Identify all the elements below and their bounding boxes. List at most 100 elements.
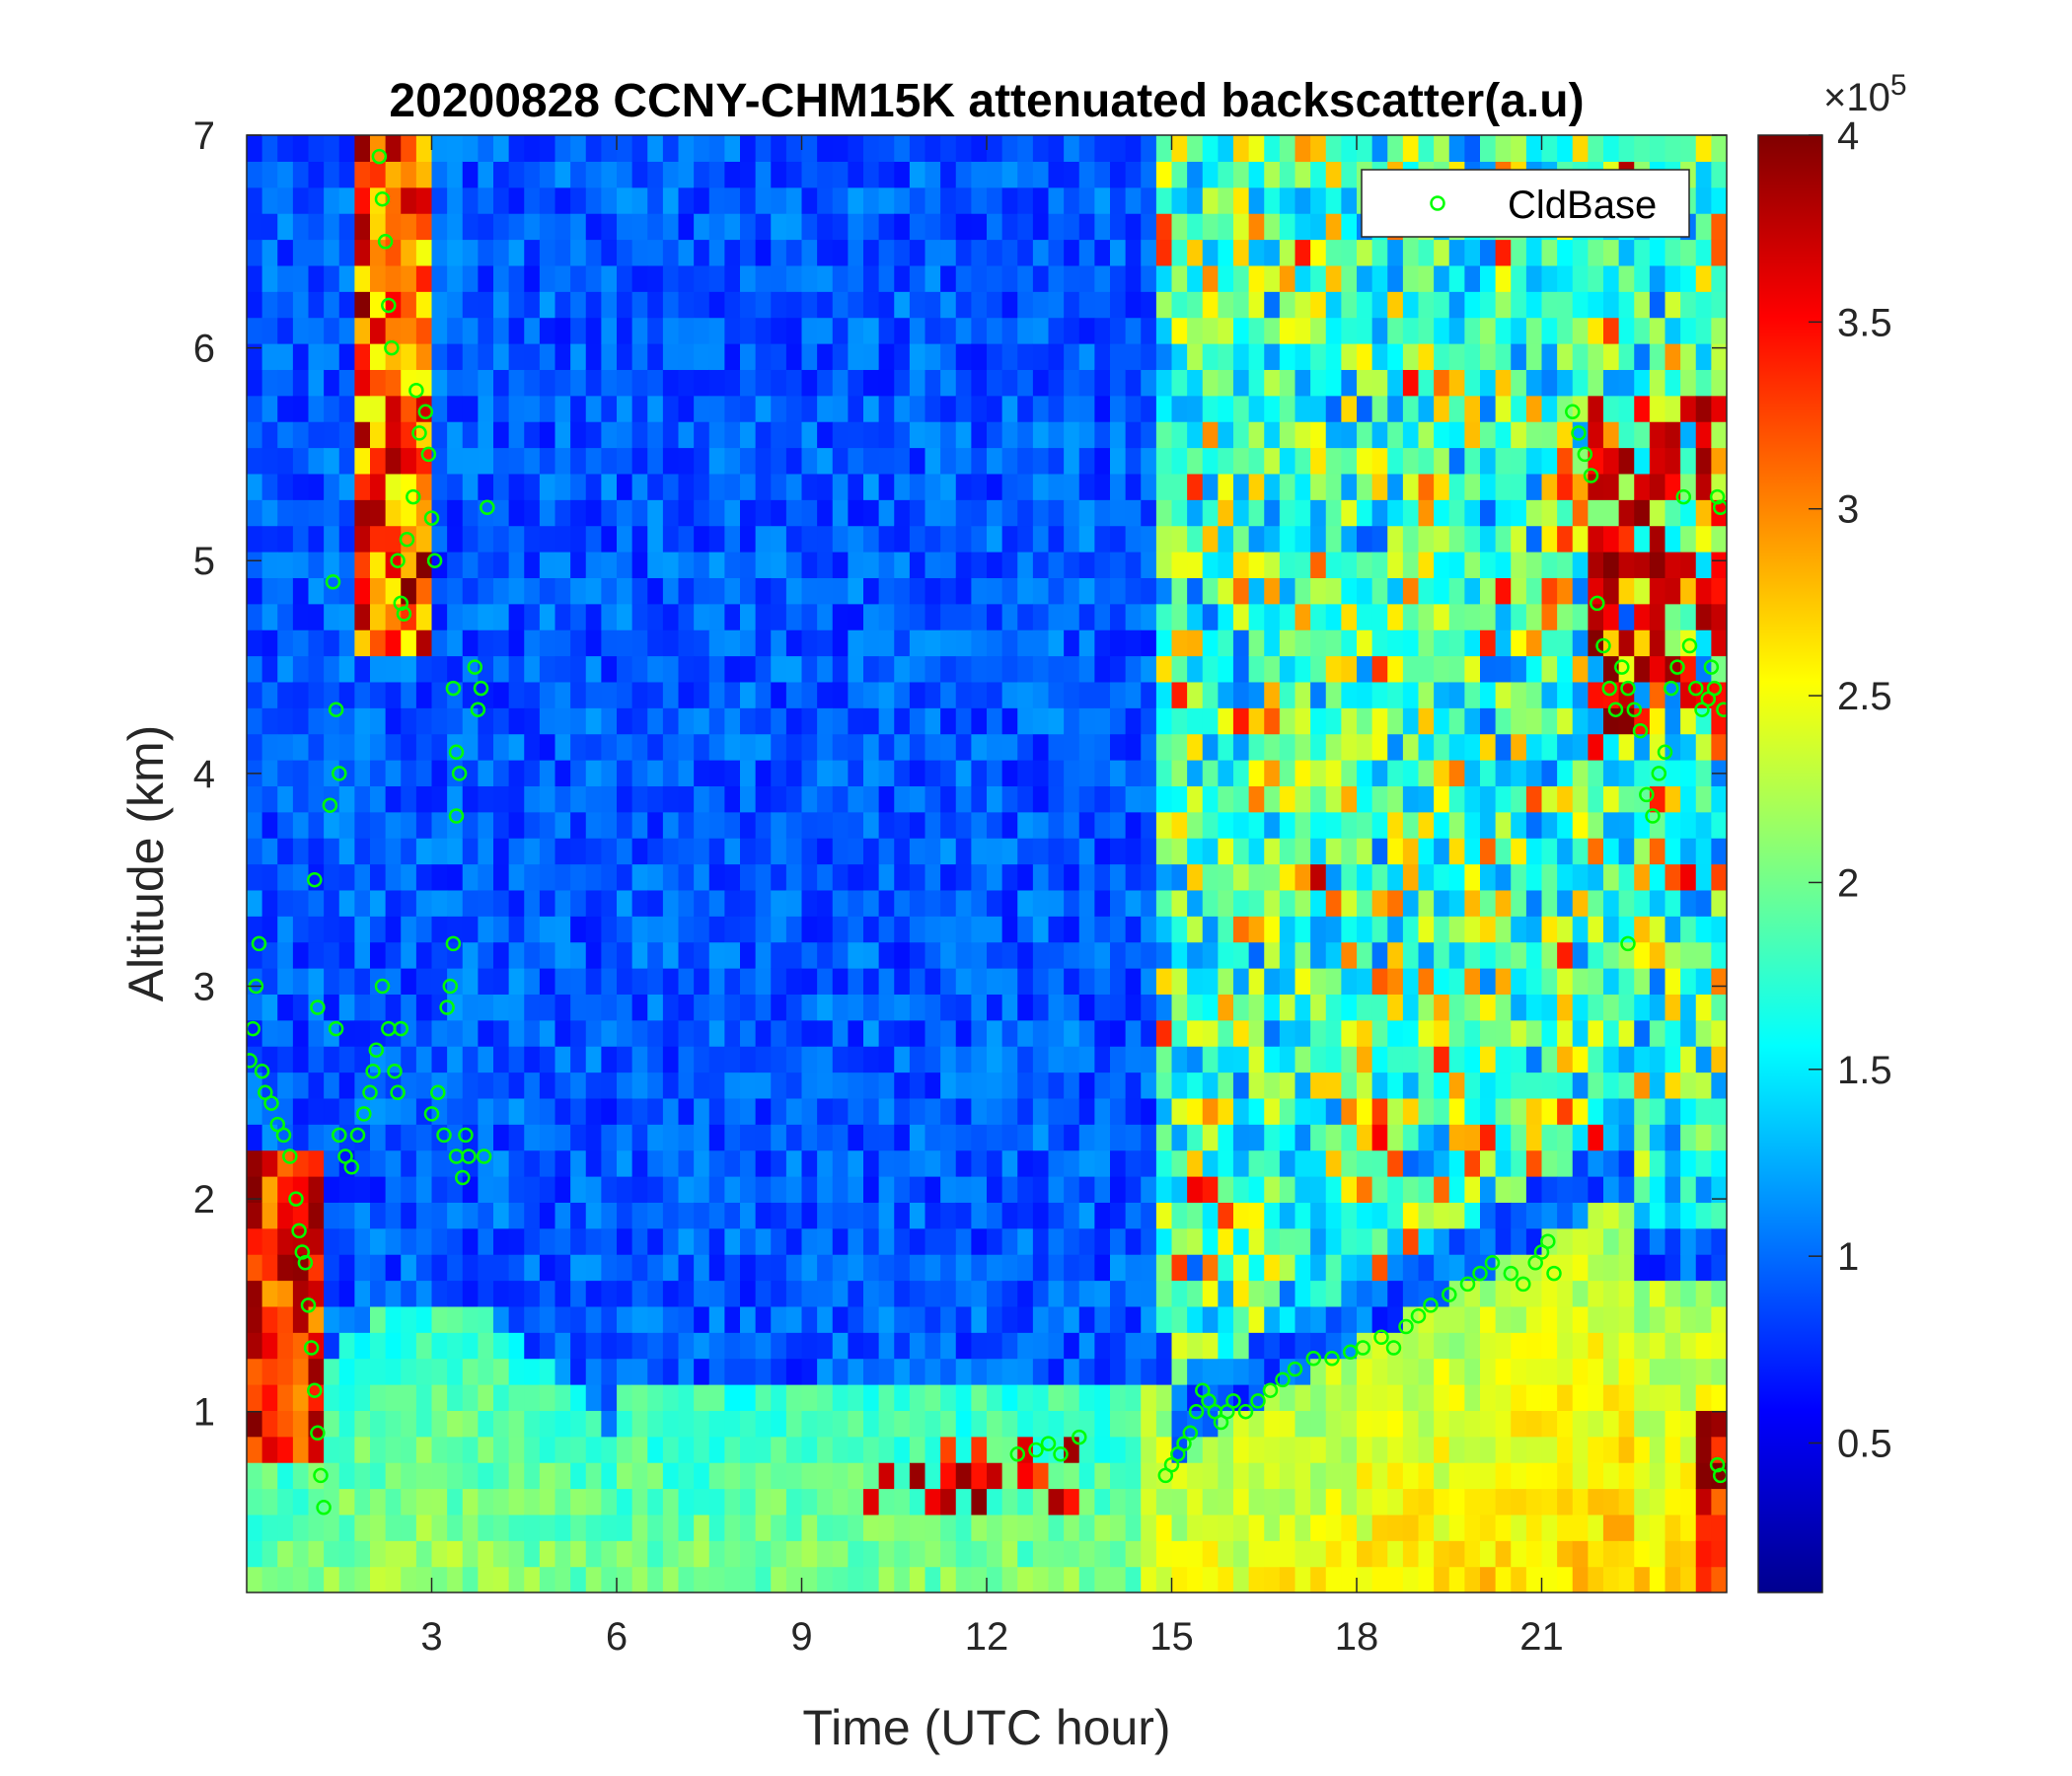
heatmap-cell bbox=[940, 629, 957, 657]
heatmap-cell bbox=[401, 161, 417, 188]
heatmap-cell bbox=[955, 681, 972, 708]
heatmap-cell bbox=[708, 889, 725, 917]
heatmap-cell bbox=[1279, 343, 1296, 370]
heatmap-cell bbox=[1557, 811, 1574, 839]
heatmap-cell bbox=[1032, 1254, 1050, 1282]
heatmap-cell bbox=[447, 525, 464, 553]
heatmap-cell bbox=[1341, 1462, 1358, 1490]
heatmap-cell bbox=[771, 1280, 787, 1307]
heatmap-cell bbox=[1202, 629, 1219, 657]
heatmap-cell bbox=[678, 629, 695, 657]
heatmap-cell bbox=[493, 135, 510, 162]
heatmap-cell bbox=[401, 863, 417, 891]
heatmap-cell bbox=[524, 863, 541, 891]
heatmap-cell bbox=[755, 264, 772, 292]
heatmap-cell bbox=[1094, 161, 1111, 188]
heatmap-cell bbox=[1094, 1410, 1111, 1438]
heatmap-cell bbox=[785, 1462, 803, 1490]
heatmap-cell bbox=[724, 1488, 741, 1516]
heatmap-cell bbox=[585, 473, 602, 500]
heatmap-cell bbox=[1511, 1436, 1527, 1463]
heatmap-cell bbox=[1248, 1149, 1265, 1177]
heatmap-cell bbox=[401, 1332, 417, 1360]
heatmap-cell bbox=[1110, 603, 1127, 630]
heatmap-cell bbox=[740, 785, 757, 813]
backscatter-heatmap bbox=[247, 135, 1727, 1592]
heatmap-cell bbox=[292, 343, 310, 370]
heatmap-cell bbox=[1480, 552, 1497, 578]
heatmap-cell bbox=[1171, 499, 1188, 527]
heatmap-cell bbox=[631, 1488, 648, 1516]
heatmap-cell bbox=[1295, 473, 1311, 500]
heatmap-cell bbox=[971, 317, 988, 344]
heatmap-cell bbox=[1233, 1254, 1250, 1282]
heatmap-cell bbox=[694, 1566, 710, 1592]
heatmap-cell bbox=[324, 1254, 340, 1282]
heatmap-cell bbox=[1402, 733, 1420, 761]
heatmap-cell bbox=[1218, 603, 1234, 630]
heatmap-cell bbox=[1603, 994, 1620, 1021]
heatmap-cell bbox=[987, 1305, 1003, 1333]
heatmap-cell bbox=[832, 1254, 849, 1282]
heatmap-cell bbox=[1064, 1227, 1080, 1255]
heatmap-cell bbox=[462, 1436, 479, 1463]
heatmap-cell bbox=[678, 1046, 695, 1073]
heatmap-cell bbox=[832, 577, 849, 605]
heatmap-cell bbox=[1572, 941, 1589, 969]
heatmap-cell bbox=[1218, 552, 1234, 578]
heatmap-cell bbox=[247, 1410, 263, 1438]
heatmap-cell bbox=[1480, 707, 1497, 735]
heatmap-cell bbox=[617, 916, 633, 943]
heatmap-cell bbox=[817, 655, 834, 683]
heatmap-cell bbox=[1233, 1566, 1250, 1592]
heatmap-cell bbox=[740, 1540, 757, 1568]
heatmap-cell bbox=[354, 1176, 371, 1203]
heatmap-cell bbox=[1155, 838, 1173, 865]
heatmap-cell bbox=[1325, 838, 1342, 865]
heatmap-cell bbox=[1125, 1046, 1142, 1073]
heatmap-cell bbox=[570, 317, 587, 344]
heatmap-cell bbox=[1525, 1097, 1543, 1125]
heatmap-cell bbox=[755, 1124, 772, 1151]
heatmap-cell bbox=[308, 1540, 325, 1568]
heatmap-cell bbox=[570, 863, 587, 891]
heatmap-cell bbox=[1402, 760, 1420, 786]
heatmap-cell bbox=[617, 707, 633, 735]
heatmap-cell bbox=[848, 1072, 864, 1099]
heatmap-cell bbox=[338, 603, 355, 630]
heatmap-cell bbox=[925, 760, 941, 786]
heatmap-cell bbox=[1202, 1202, 1219, 1229]
heatmap-cell bbox=[1357, 707, 1373, 735]
heatmap-cell bbox=[1264, 1280, 1281, 1307]
heatmap-cell bbox=[354, 577, 371, 605]
heatmap-cell bbox=[1078, 1072, 1095, 1099]
heatmap-cell bbox=[292, 863, 310, 891]
heatmap-cell bbox=[708, 213, 725, 241]
heatmap-cell bbox=[493, 395, 510, 422]
heatmap-cell bbox=[925, 1514, 941, 1541]
heatmap-cell bbox=[493, 1384, 510, 1411]
heatmap-cell bbox=[724, 1514, 741, 1541]
heatmap-cell bbox=[261, 525, 278, 553]
heatmap-cell bbox=[493, 1462, 510, 1490]
heatmap-cell bbox=[1001, 1124, 1018, 1151]
heatmap-cell bbox=[1233, 1124, 1250, 1151]
heatmap-cell bbox=[539, 1410, 556, 1438]
heatmap-cell bbox=[524, 499, 541, 527]
heatmap-cell bbox=[277, 811, 294, 839]
heatmap-cell bbox=[1480, 1227, 1497, 1255]
heatmap-cell bbox=[1310, 525, 1327, 553]
heatmap-cell bbox=[1125, 941, 1142, 969]
heatmap-cell bbox=[1078, 1124, 1095, 1151]
heatmap-cell bbox=[1017, 889, 1034, 917]
heatmap-cell bbox=[1480, 1540, 1497, 1568]
heatmap-cell bbox=[508, 1332, 525, 1360]
heatmap-cell bbox=[385, 1072, 402, 1099]
heatmap-cell bbox=[431, 1410, 448, 1438]
heatmap-cell bbox=[1434, 1358, 1450, 1385]
heatmap-cell bbox=[1325, 525, 1342, 553]
heatmap-cell bbox=[1264, 785, 1281, 813]
heatmap-cell bbox=[817, 968, 834, 995]
heatmap-cell bbox=[631, 733, 648, 761]
heatmap-cell bbox=[1171, 1202, 1188, 1229]
